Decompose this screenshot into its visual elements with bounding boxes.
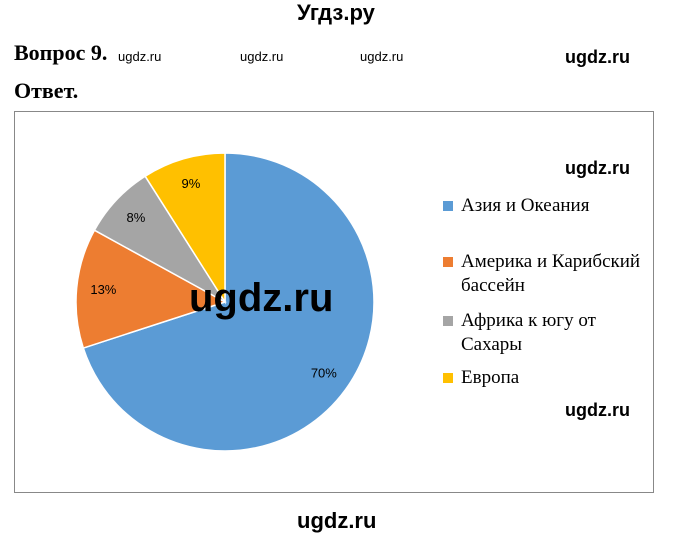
legend-item: Европа [443,366,661,390]
chart-frame [14,111,654,493]
watermark: ugdz.ru [565,400,630,420]
data-label: 13% [90,282,116,297]
legend-swatch [443,373,453,383]
data-label: 70% [311,365,337,380]
legend-swatch [443,316,453,326]
legend-label: Азия и Океания [461,195,590,216]
legend-item: Африка к югу от Сахары [443,309,661,357]
legend-swatch [443,257,453,267]
watermark: ugdz.ru [240,49,284,64]
pie-slice [82,152,375,452]
pie-slice [144,152,226,305]
legend-swatch [443,201,453,211]
legend-item: Азия и Океания [443,194,661,218]
watermark: ugdz.ru [297,508,377,533]
question: Вопрос 9. [14,40,108,65]
legend-label: Америка и Карибский бассейн [461,251,641,296]
legend-item: Америка и Карибский бассейн [443,250,661,298]
data-label: 8% [127,210,146,225]
watermark: ugdz.ru [565,158,630,178]
answer-label: Ответ. [14,78,79,103]
pie-slice [75,229,227,349]
legend-label: Европа [461,367,520,388]
data-label: 9% [182,176,201,191]
site-title: Угдз.ру [297,0,375,25]
watermark: ugdz.ru [360,49,404,64]
watermark: ugdz.ru [189,276,334,320]
watermark: ugdz.ru [565,47,630,67]
watermark: ugdz.ru [118,49,162,64]
legend-label: Африка к югу от Сахары [461,310,596,355]
